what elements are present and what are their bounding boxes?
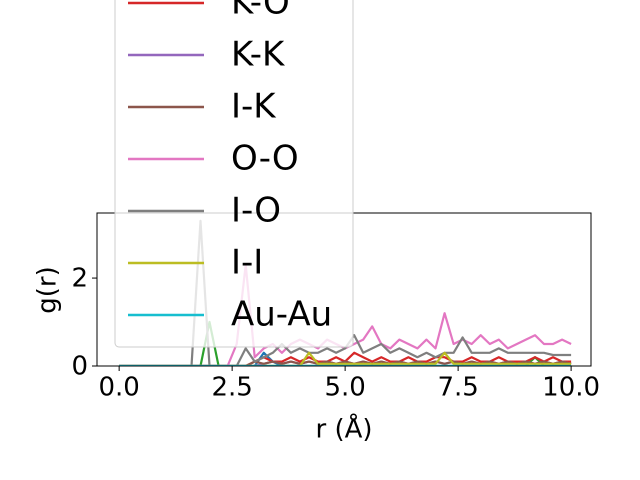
x-tick-label: 5.0 bbox=[324, 373, 365, 403]
x-tick-label: 2.5 bbox=[211, 373, 252, 403]
legend-label: I-I bbox=[231, 243, 263, 283]
y-tick-label: 2 bbox=[71, 264, 88, 294]
legend-label: I-O bbox=[231, 191, 281, 231]
legend-label: K-K bbox=[231, 35, 286, 75]
series-line bbox=[119, 351, 572, 366]
x-tick-label: 10.0 bbox=[542, 373, 600, 403]
y-tick-label: 0 bbox=[71, 352, 88, 382]
legend-label: O-O bbox=[231, 139, 299, 179]
legend-label: K-O bbox=[231, 0, 290, 23]
legend-label: I-K bbox=[231, 87, 277, 127]
legend-label: Au-Au bbox=[231, 295, 332, 335]
x-tick-label: 0.0 bbox=[98, 373, 139, 403]
y-axis-label: g(r) bbox=[33, 266, 63, 313]
legend-box bbox=[114, 0, 354, 348]
x-tick-label: 7.5 bbox=[437, 373, 478, 403]
x-axis-label: r (Å) bbox=[315, 413, 372, 445]
